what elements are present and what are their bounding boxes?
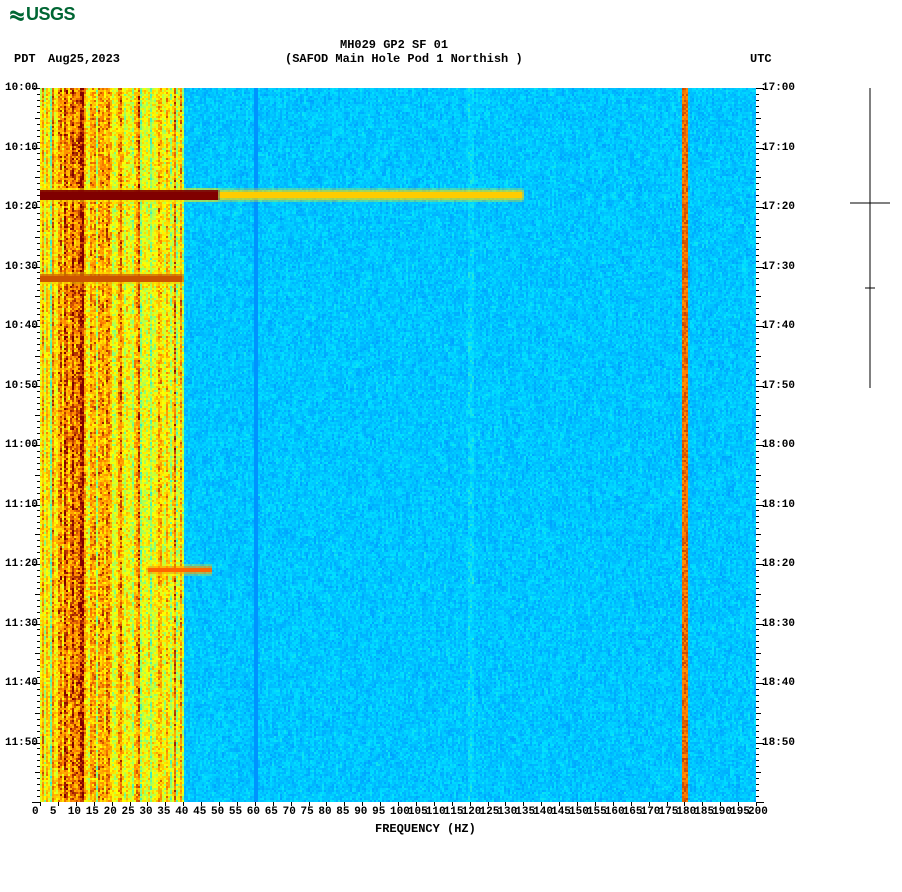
x-tick: 90 <box>354 806 367 818</box>
x-tick: 80 <box>318 806 331 818</box>
x-tick: 140 <box>533 806 553 818</box>
x-tick: 75 <box>301 806 314 818</box>
x-tick: 120 <box>462 806 482 818</box>
x-tick: 200 <box>748 806 768 818</box>
x-tick: 190 <box>712 806 732 818</box>
date-label: Aug25,2023 <box>48 52 120 66</box>
x-tick: 165 <box>623 806 643 818</box>
x-tick: 25 <box>122 806 135 818</box>
y-tick-right: 18:00 <box>762 439 795 451</box>
x-tick: 160 <box>605 806 625 818</box>
x-tick: 10 <box>68 806 81 818</box>
timezone-right: UTC <box>750 52 772 66</box>
x-tick: 170 <box>641 806 661 818</box>
plot-title-line1: MH029 GP2 SF 01 <box>340 38 448 52</box>
x-tick: 45 <box>193 806 206 818</box>
spectrogram-canvas <box>40 88 756 802</box>
x-tick: 105 <box>408 806 428 818</box>
y-tick-right: 17:30 <box>762 261 795 273</box>
x-tick: 195 <box>730 806 750 818</box>
y-tick-right: 18:50 <box>762 737 795 749</box>
y-tick-right: 17:40 <box>762 320 795 332</box>
usgs-logo: USGS <box>8 4 75 25</box>
plot-title-line2: (SAFOD Main Hole Pod 1 Northish ) <box>285 52 523 66</box>
x-axis-label: FREQUENCY (HZ) <box>375 822 476 836</box>
x-tick: 30 <box>139 806 152 818</box>
y-tick-right: 18:10 <box>762 499 795 511</box>
x-tick: 60 <box>247 806 260 818</box>
x-tick: 0 <box>32 806 39 818</box>
x-tick: 55 <box>229 806 242 818</box>
y-tick-right: 18:20 <box>762 558 795 570</box>
x-tick: 40 <box>175 806 188 818</box>
y-tick-right: 18:40 <box>762 677 795 689</box>
x-tick: 100 <box>390 806 410 818</box>
logo-text: USGS <box>26 4 75 24</box>
x-tick: 150 <box>569 806 589 818</box>
x-tick: 175 <box>659 806 679 818</box>
x-tick: 95 <box>372 806 385 818</box>
y-tick-right: 18:30 <box>762 618 795 630</box>
x-tick: 5 <box>50 806 57 818</box>
x-tick: 50 <box>211 806 224 818</box>
x-tick: 35 <box>157 806 170 818</box>
x-tick: 125 <box>480 806 500 818</box>
x-tick: 85 <box>336 806 349 818</box>
x-tick: 70 <box>283 806 296 818</box>
x-tick: 115 <box>444 806 464 818</box>
spectrogram-plot <box>40 88 756 802</box>
x-tick: 130 <box>497 806 517 818</box>
x-tick: 65 <box>265 806 278 818</box>
x-tick: 110 <box>426 806 446 818</box>
timezone-left: PDT <box>14 52 36 66</box>
x-tick: 15 <box>86 806 99 818</box>
x-tick: 20 <box>104 806 117 818</box>
y-tick-right: 17:00 <box>762 82 795 94</box>
y-tick-right: 17:10 <box>762 142 795 154</box>
side-scale <box>850 88 890 388</box>
x-tick: 145 <box>551 806 571 818</box>
x-tick: 180 <box>676 806 696 818</box>
x-tick: 135 <box>515 806 535 818</box>
y-tick-right: 17:20 <box>762 201 795 213</box>
x-tick: 155 <box>587 806 607 818</box>
x-tick: 185 <box>694 806 714 818</box>
y-tick-right: 17:50 <box>762 380 795 392</box>
